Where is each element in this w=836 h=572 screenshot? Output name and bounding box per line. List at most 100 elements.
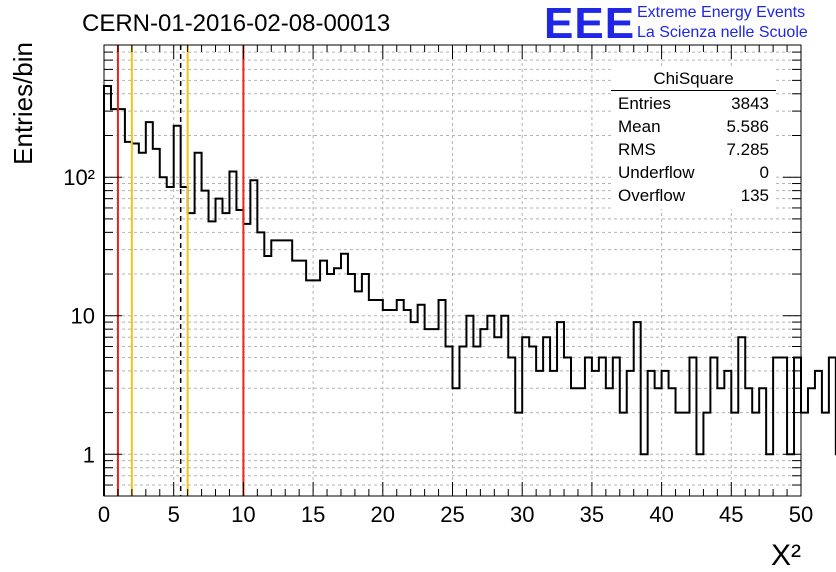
- stats-box-divider: [611, 90, 776, 91]
- histogram-bin: [606, 388, 613, 496]
- stat-value: 5.586: [726, 117, 769, 136]
- x-tick-label: 0: [98, 502, 110, 527]
- histogram-bin: [243, 224, 250, 496]
- histogram-bin: [689, 357, 696, 496]
- x-axis: 0 5 10 15 20 25 30 35 40 45 50: [98, 45, 813, 527]
- histogram-bin: [125, 142, 132, 496]
- histogram-bin: [174, 126, 181, 496]
- histogram-bin: [773, 357, 780, 496]
- histogram-bin: [745, 388, 752, 496]
- histogram-bin: [815, 371, 822, 496]
- histogram-bin: [188, 213, 195, 496]
- histogram-bin: [209, 221, 216, 496]
- histogram-bin: [250, 180, 257, 496]
- histogram-bin: [696, 454, 703, 496]
- histogram-bin: [522, 337, 529, 496]
- histogram-bin: [571, 388, 578, 496]
- histogram-bin: [592, 371, 599, 496]
- y-axis: 1 10 10²: [63, 44, 801, 497]
- histogram-bin: [362, 274, 369, 496]
- histogram-bin: [759, 388, 766, 496]
- histogram-bin: [404, 310, 411, 496]
- histogram-bin: [501, 316, 508, 496]
- histogram-bin: [292, 261, 299, 496]
- histogram-bin: [376, 300, 383, 496]
- logo-line-1: Extreme Energy Events: [637, 4, 806, 21]
- histogram-bin: [543, 337, 550, 496]
- histogram-bin: [432, 329, 439, 496]
- histogram-bin: [271, 240, 278, 496]
- histogram-bin: [564, 357, 571, 496]
- stats-box-title: ChiSquare: [653, 69, 734, 88]
- stat-value: 0: [759, 163, 769, 182]
- histogram-bin: [480, 329, 487, 496]
- histogram-bin: [738, 337, 745, 496]
- histogram-bin: [829, 357, 836, 496]
- histogram-bin: [334, 268, 341, 496]
- histogram-bin: [118, 109, 125, 496]
- histogram-bin: [111, 109, 118, 496]
- x-tick-label: 45: [719, 502, 743, 527]
- histogram-bin: [655, 388, 662, 496]
- x-tick-label: 15: [301, 502, 325, 527]
- histogram-bin: [550, 371, 557, 496]
- histogram-bin: [160, 177, 167, 496]
- logo-line-2: La Scienza nelle Scuole: [637, 24, 808, 41]
- stat-row-rms: RMS 7.285: [618, 138, 769, 161]
- histogram-bin: [627, 371, 634, 496]
- stat-row-mean: Mean 5.586: [618, 115, 769, 138]
- histogram-bin: [439, 300, 446, 496]
- histogram-bin: [264, 256, 271, 496]
- x-tick-label: 35: [580, 502, 604, 527]
- y-tick-label: 1: [83, 442, 95, 467]
- histogram-bin: [683, 413, 690, 496]
- histogram-bin: [766, 454, 773, 496]
- histogram-bin: [724, 371, 731, 496]
- histogram-bin: [355, 291, 362, 496]
- x-tick-label: 40: [649, 502, 673, 527]
- histogram-bin: [459, 346, 466, 496]
- histogram-step-line: [103, 85, 836, 496]
- histogram-bin: [508, 357, 515, 496]
- stat-label: Mean: [618, 117, 661, 136]
- histogram-bin: [418, 305, 425, 496]
- histogram-bin: [710, 357, 717, 496]
- histogram-bin: [634, 322, 641, 496]
- histogram-bin: [536, 371, 543, 496]
- histogram-bin: [669, 388, 676, 496]
- histogram-bin: [236, 210, 243, 496]
- histogram-bin: [494, 337, 501, 496]
- histogram-bin: [411, 322, 418, 496]
- histogram-bin: [620, 413, 627, 496]
- stat-row-overflow: Overflow 135: [618, 184, 769, 207]
- stat-label: Overflow: [618, 186, 686, 205]
- chart-title: CERN-01-2016-02-08-00013: [82, 10, 391, 37]
- histogram-bin: [397, 300, 404, 496]
- histogram-bin: [167, 187, 174, 496]
- y-tick-label: 10²: [63, 165, 95, 190]
- histogram-bin: [599, 357, 606, 496]
- histogram-bin: [808, 388, 815, 496]
- x-axis-label: X²: [771, 539, 801, 572]
- stat-row-underflow: Underflow 0: [618, 161, 769, 184]
- histogram-bin: [348, 274, 355, 496]
- histogram-bin: [446, 346, 453, 496]
- histogram-bin: [717, 388, 724, 496]
- histogram-series: [103, 85, 836, 496]
- histogram-bin: [466, 316, 473, 496]
- histogram-bin: [229, 171, 236, 496]
- histogram-bin: [648, 371, 655, 496]
- histogram-bin: [794, 357, 801, 496]
- histogram-bin: [473, 346, 480, 496]
- histogram-bin: [327, 274, 334, 496]
- histogram-bin: [313, 280, 320, 496]
- histogram-bin: [822, 413, 829, 496]
- histogram-bin: [202, 191, 209, 496]
- histogram-bin: [299, 261, 306, 496]
- histogram-bin: [146, 122, 153, 496]
- histogram-bin: [216, 199, 223, 496]
- y-tick-label: 10: [71, 304, 95, 329]
- x-tick-label: 25: [440, 502, 464, 527]
- histogram-bin: [383, 310, 390, 496]
